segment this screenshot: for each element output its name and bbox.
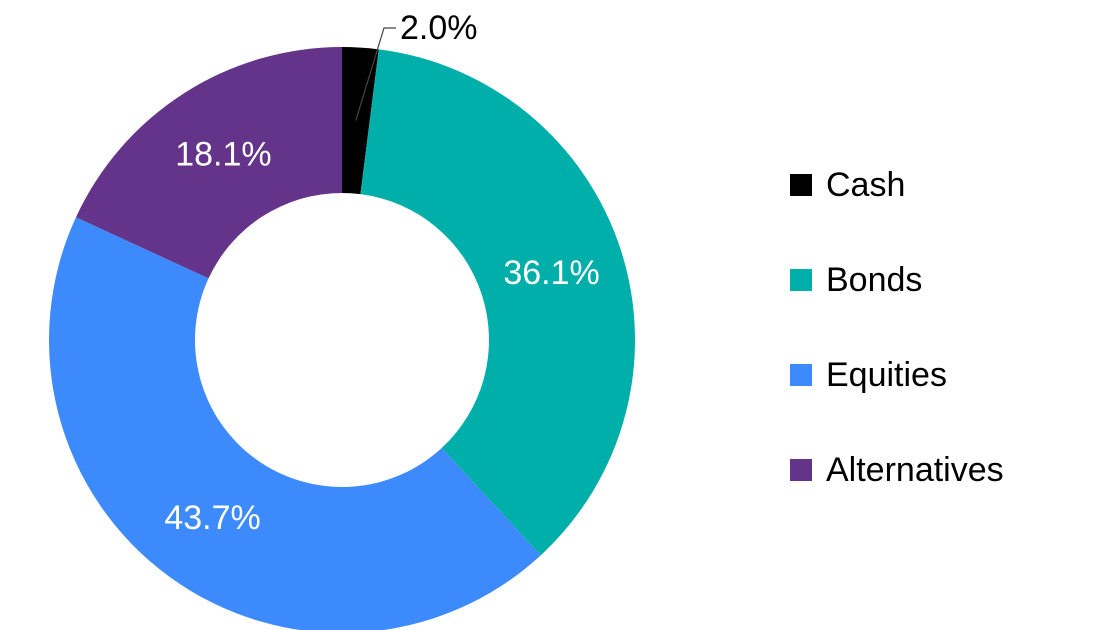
slice: [75, 47, 343, 279]
legend-swatch: [790, 269, 812, 291]
slice: [342, 47, 379, 195]
legend-swatch: [790, 364, 812, 386]
data-label: 2.0%: [400, 9, 478, 47]
data-label: 36.1%: [503, 254, 599, 292]
data-label: 18.1%: [175, 136, 271, 174]
slice: [360, 49, 635, 556]
legend-label: Bonds: [826, 261, 922, 299]
leader-line: [355, 27, 396, 121]
legend-label: Equities: [826, 356, 947, 394]
legend-label: Cash: [826, 166, 905, 204]
legend-swatch: [790, 459, 812, 481]
data-label: 43.7%: [164, 499, 260, 537]
legend-swatch: [790, 174, 812, 196]
slice: [49, 217, 541, 630]
legend-label: Alternatives: [826, 451, 1004, 489]
